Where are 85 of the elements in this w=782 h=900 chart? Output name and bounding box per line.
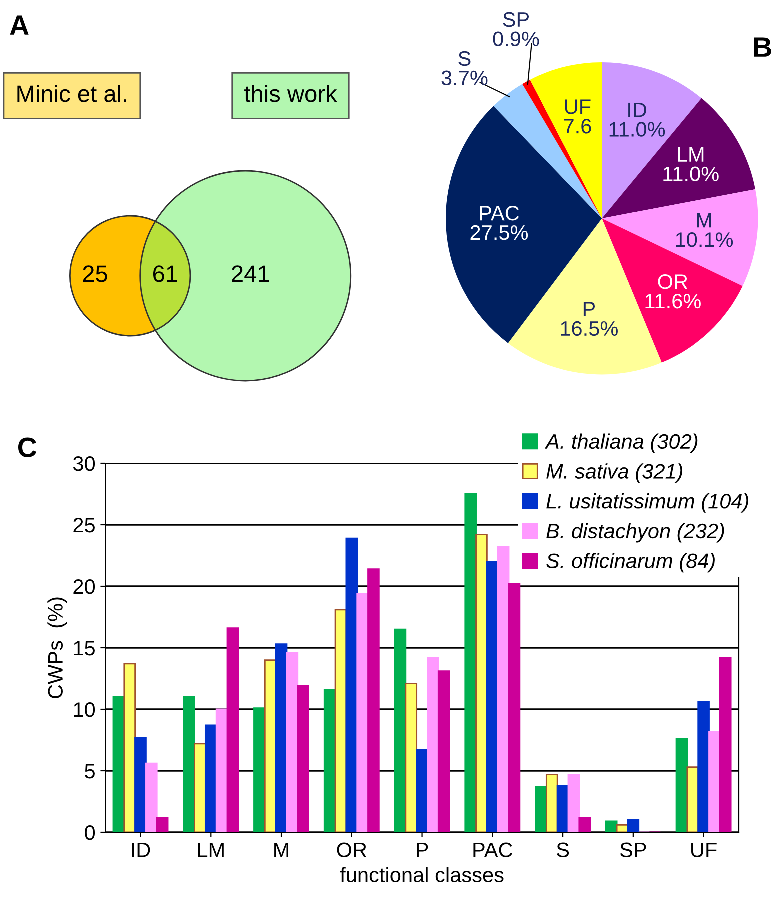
data-label: 16.5% bbox=[561, 321, 618, 336]
slice-label: PAC bbox=[480, 206, 520, 221]
bar bbox=[556, 785, 570, 832]
bar bbox=[476, 534, 488, 832]
x-tick-label: LM bbox=[198, 842, 224, 858]
bar bbox=[708, 730, 721, 832]
x-tick-label: PAC bbox=[474, 842, 513, 858]
bar bbox=[686, 766, 700, 832]
x-tick-label: ID bbox=[132, 842, 150, 858]
y-tick-label: 25 bbox=[74, 518, 95, 533]
y-tick-label: 0 bbox=[85, 826, 96, 840]
bar bbox=[275, 644, 288, 832]
bar bbox=[134, 737, 147, 832]
slice-label: LM bbox=[678, 148, 704, 162]
pie-slice bbox=[522, 80, 602, 219]
y-tick-label: 20 bbox=[74, 580, 96, 594]
legend-label: M. sativa (321) bbox=[546, 464, 683, 484]
pie-slice bbox=[530, 62, 602, 219]
bar bbox=[405, 682, 418, 832]
slice-label: M bbox=[697, 213, 712, 228]
bar bbox=[486, 561, 499, 832]
bar bbox=[416, 749, 428, 832]
data-label: 7.6 bbox=[564, 119, 592, 134]
bar bbox=[578, 817, 592, 832]
bar bbox=[546, 774, 558, 832]
legend-label: B. distachyon (232) bbox=[546, 523, 724, 543]
bar bbox=[194, 743, 206, 832]
data-label: 11.0% bbox=[610, 122, 666, 137]
data-label: 0.9% bbox=[493, 32, 540, 47]
y-tick-label: 30 bbox=[73, 456, 96, 472]
x-tick-label: SP bbox=[620, 842, 646, 858]
slice-label: S bbox=[458, 51, 471, 66]
y-tick-label: 15 bbox=[74, 641, 95, 656]
bar bbox=[183, 696, 196, 832]
y-tick-label: 10 bbox=[74, 702, 96, 718]
data-label: 11.0% bbox=[664, 166, 719, 182]
slice-label: UF bbox=[565, 100, 591, 114]
bar bbox=[368, 568, 380, 832]
bar bbox=[698, 701, 710, 832]
data-label: 241 bbox=[232, 266, 270, 282]
legend-label: L. usitatissimum (104) bbox=[546, 493, 749, 513]
text: A bbox=[10, 16, 29, 35]
text: B bbox=[754, 38, 772, 57]
bar bbox=[124, 663, 136, 832]
slice-label: P bbox=[584, 302, 596, 316]
slice-label: ID bbox=[628, 102, 646, 118]
chart-title: C bbox=[18, 438, 37, 458]
bar bbox=[226, 628, 240, 832]
legend-label: A. thaliana (302) bbox=[544, 434, 698, 454]
data-label: 3.7% bbox=[442, 70, 488, 86]
legend-label: S. officinarum (84) bbox=[546, 553, 715, 573]
bar bbox=[264, 660, 277, 832]
x-axis-title: functional classes bbox=[340, 867, 504, 882]
bar bbox=[568, 774, 580, 832]
y-tick-label: 5 bbox=[85, 764, 95, 779]
bar bbox=[719, 657, 732, 832]
bar bbox=[605, 820, 618, 832]
x-tick-label: UF bbox=[692, 842, 717, 858]
data-label: 11.6% bbox=[646, 294, 701, 309]
bar bbox=[297, 685, 310, 832]
x-tick-label: M bbox=[274, 842, 288, 858]
bar bbox=[627, 820, 640, 832]
bar bbox=[324, 689, 336, 832]
y-axis-title: CWPs (%) bbox=[48, 598, 68, 698]
bar bbox=[497, 546, 510, 832]
slice-label: OR bbox=[658, 274, 688, 290]
data-label: 61 bbox=[153, 266, 178, 282]
data-label: 27.5% bbox=[470, 225, 528, 240]
bar bbox=[356, 593, 369, 832]
slice-label: SP bbox=[503, 12, 530, 28]
bar bbox=[464, 494, 477, 832]
bar bbox=[438, 670, 450, 832]
bar bbox=[146, 762, 158, 832]
data-label: 10.1% bbox=[676, 232, 734, 248]
x-tick-label: S bbox=[557, 842, 570, 858]
x-tick-label: OR bbox=[337, 842, 367, 858]
text: Minic et al. bbox=[18, 84, 126, 102]
bar bbox=[254, 708, 266, 832]
bar bbox=[616, 824, 629, 832]
bar bbox=[156, 817, 169, 832]
x-tick-label: P bbox=[417, 842, 428, 858]
bar bbox=[334, 609, 348, 832]
text: this work bbox=[244, 84, 338, 102]
bar bbox=[508, 583, 521, 832]
bar bbox=[427, 657, 440, 832]
